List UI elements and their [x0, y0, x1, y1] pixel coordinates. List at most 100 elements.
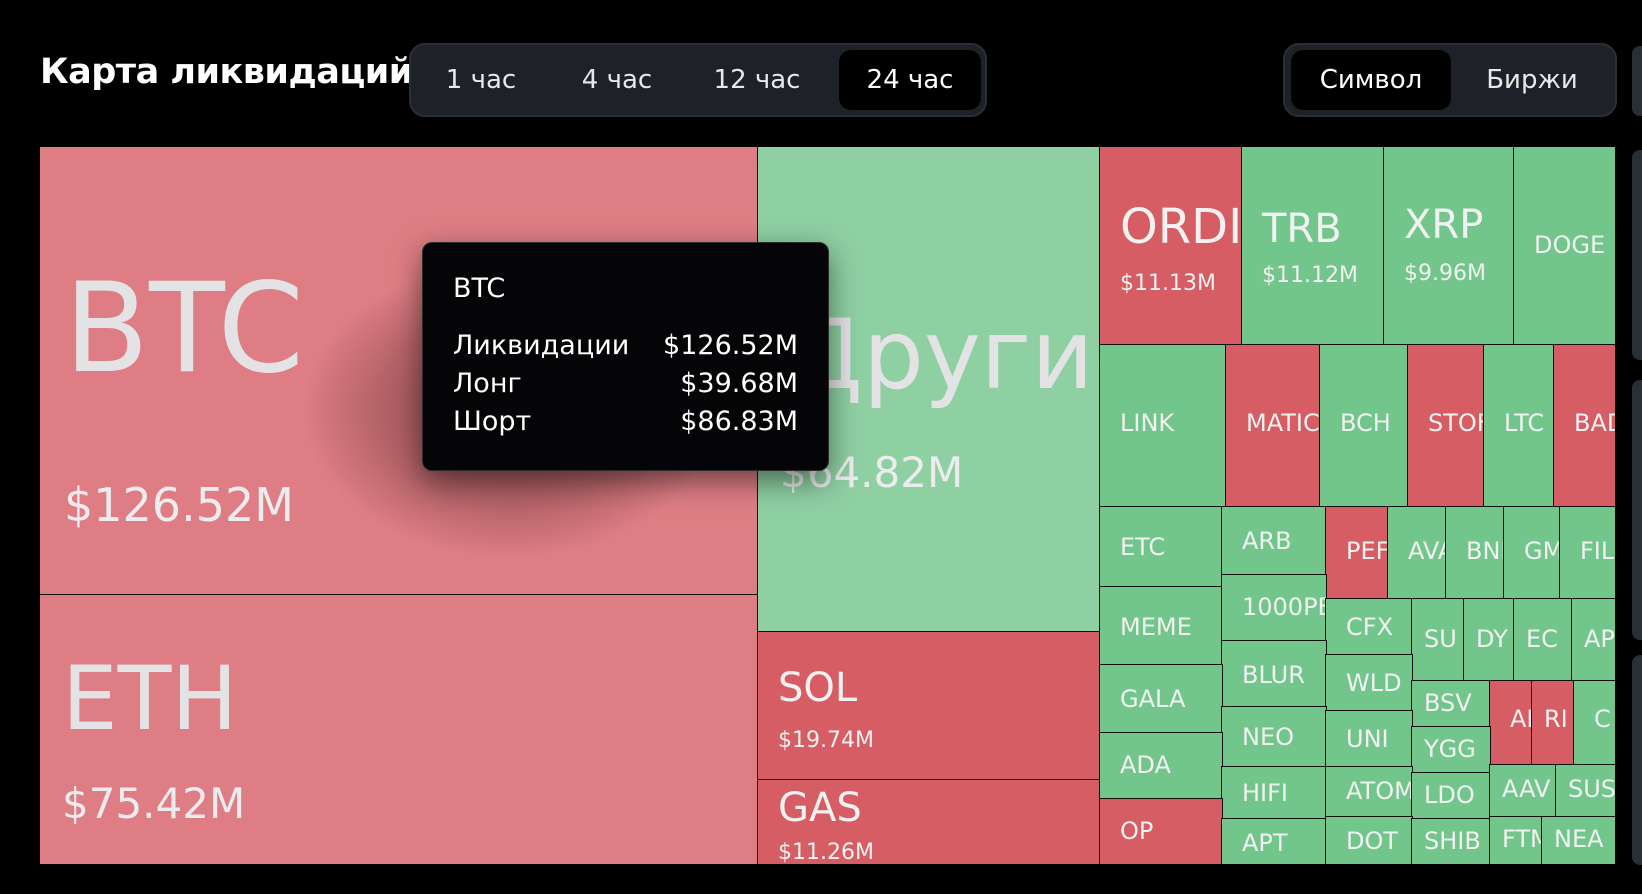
tile-symbol: TRB: [1262, 206, 1342, 252]
tile-symbol: AI: [1510, 705, 1532, 733]
treemap-tile-gas[interactable]: GAS $11.26M: [757, 779, 1101, 864]
liquidation-treemap: BTC$126.52METH$75.42MДругие$64.82MSOL$19…: [40, 147, 1615, 864]
page-title: Карта ликвидаций: [40, 52, 413, 92]
treemap-tile-link[interactable]: LINK: [1099, 344, 1227, 508]
treemap-tile-blur[interactable]: BLUR: [1221, 640, 1327, 708]
treemap-tile-pepe[interactable]: PEF: [1325, 506, 1389, 600]
treemap-tile-meme[interactable]: MEME: [1099, 586, 1223, 666]
tile-value: $9.96M: [1404, 261, 1486, 286]
tile-symbol: CFX: [1346, 613, 1394, 641]
group-by-exchange-button[interactable]: Биржи: [1486, 65, 1578, 95]
tile-symbol: ATOM: [1346, 777, 1412, 805]
tile-symbol: Другие: [788, 299, 1100, 411]
treemap-tile-etc[interactable]: ETC: [1099, 506, 1223, 588]
treemap-tile-atom[interactable]: ATOM: [1325, 766, 1413, 818]
treemap-tile-eos[interactable]: EC: [1513, 598, 1573, 682]
treemap-tile-1000pepe[interactable]: 1000PE: [1221, 574, 1327, 642]
timeframe-1h-button[interactable]: 1 час: [445, 65, 517, 95]
treemap-tile-trb[interactable]: TRB $11.12M: [1241, 147, 1385, 346]
edge-panel-fragment: [1632, 150, 1642, 360]
treemap-tile-ai[interactable]: AI: [1489, 680, 1533, 766]
tooltip: BTC Ликвидации $126.52M Лонг $39.68M Шор…: [422, 242, 829, 471]
edge-panel-fragment: [1632, 380, 1642, 640]
treemap-tile-dydx[interactable]: DY: [1463, 598, 1515, 682]
tile-symbol: DOGE: [1534, 231, 1606, 259]
tile-symbol: EC: [1526, 625, 1558, 653]
treemap-tile-matic[interactable]: MATIC: [1225, 344, 1321, 508]
timeframe-24h-button[interactable]: 24 час: [839, 50, 981, 110]
treemap-tile-op[interactable]: OP: [1099, 798, 1223, 864]
treemap-tile-hifi[interactable]: HIFI: [1221, 766, 1327, 820]
tile-symbol: WLD: [1346, 669, 1402, 697]
tooltip-row-long: Лонг $39.68M: [453, 368, 798, 406]
treemap-tile-avax[interactable]: AVA: [1387, 506, 1447, 600]
edge-panel-fragment: [1632, 655, 1642, 865]
treemap-tile-ldo[interactable]: LDO: [1411, 772, 1491, 820]
timeframe-4h-button[interactable]: 4 час: [581, 65, 653, 95]
tile-symbol: ARB: [1242, 527, 1292, 555]
treemap-tile-gmt[interactable]: GM: [1503, 506, 1561, 600]
treemap-tile-sui[interactable]: SU: [1411, 598, 1465, 682]
treemap-tile-near[interactable]: NEA: [1541, 816, 1615, 864]
tile-symbol: ORDI: [1120, 199, 1242, 255]
treemap-tile-shib[interactable]: SHIB: [1411, 818, 1491, 864]
tile-symbol: BNI: [1466, 537, 1504, 565]
treemap-tile-xrp[interactable]: XRP $9.96M: [1383, 147, 1515, 346]
treemap-tile-uni[interactable]: UNI: [1325, 710, 1413, 768]
tile-symbol: AAV: [1502, 775, 1551, 803]
tooltip-value: $86.83M: [680, 406, 798, 437]
tooltip-title: BTC: [453, 273, 506, 304]
tile-symbol: PEF: [1346, 537, 1388, 565]
treemap-tile-gala[interactable]: GALA: [1099, 664, 1223, 734]
treemap-tile-ftm[interactable]: FTM: [1489, 816, 1543, 864]
treemap-tile-doge[interactable]: DOGE: [1513, 147, 1615, 346]
tile-symbol: GM: [1524, 537, 1560, 565]
tile-symbol: DOT: [1346, 827, 1399, 855]
treemap-tile-bsv[interactable]: BSV: [1411, 680, 1491, 728]
treemap-tile-eth[interactable]: ETH $75.42M: [40, 594, 759, 864]
tile-symbol: UNI: [1346, 725, 1389, 753]
timeframe-selector: 1 час 4 час 12 час 24 час: [409, 43, 987, 117]
treemap-tile-sushi[interactable]: SUS: [1555, 764, 1615, 818]
tile-symbol: APT: [1242, 829, 1288, 857]
treemap-tile-bnb[interactable]: BNI: [1445, 506, 1505, 600]
tile-symbol: LTC: [1504, 409, 1545, 437]
treemap-tile-sol[interactable]: SOL $19.74M: [757, 631, 1101, 781]
tile-symbol: LINK: [1120, 409, 1175, 437]
treemap-tile-ape[interactable]: AP: [1571, 598, 1615, 682]
treemap-tile-aave[interactable]: AAV: [1489, 764, 1557, 818]
tile-symbol: NEA: [1554, 825, 1604, 853]
treemap-tile-ygg[interactable]: YGG: [1411, 726, 1491, 774]
tile-symbol: AVA: [1408, 537, 1446, 565]
timeframe-12h-button[interactable]: 12 час: [713, 65, 801, 95]
tile-value: $11.26M: [778, 840, 874, 864]
tile-value: $11.13M: [1120, 271, 1216, 296]
treemap-tile-wld[interactable]: WLD: [1325, 654, 1413, 712]
treemap-tile-arb[interactable]: ARB: [1221, 506, 1327, 576]
treemap-tile-rune[interactable]: RI: [1531, 680, 1575, 766]
treemap-tile-storj[interactable]: STOF: [1407, 344, 1485, 508]
tile-symbol: MATIC: [1246, 409, 1320, 437]
tile-symbol: GALA: [1120, 685, 1186, 713]
group-by-symbol-button[interactable]: Символ: [1291, 50, 1451, 110]
tile-symbol: BAD: [1574, 409, 1615, 437]
treemap-tile-ada[interactable]: ADA: [1099, 732, 1223, 800]
treemap-tile-neo[interactable]: NEO: [1221, 706, 1327, 768]
treemap-tile-badger[interactable]: BAD: [1553, 344, 1615, 508]
treemap-tile-cfx[interactable]: CFX: [1325, 598, 1413, 656]
tile-symbol: 1000PE: [1242, 593, 1326, 621]
tile-symbol: LDO: [1424, 781, 1475, 809]
tile-symbol: DY: [1476, 625, 1508, 653]
treemap-tile-ordi[interactable]: ORDI $11.13M: [1099, 147, 1243, 346]
treemap-tile-dot[interactable]: DOT: [1325, 816, 1413, 864]
tile-symbol: GAS: [778, 785, 862, 831]
treemap-tile-apt[interactable]: APT: [1221, 818, 1327, 864]
treemap-tile-bch[interactable]: BCH: [1319, 344, 1409, 508]
treemap-tile-c[interactable]: C: [1573, 680, 1615, 766]
treemap-tile-fil[interactable]: FIL: [1559, 506, 1615, 600]
tile-symbol: BCH: [1340, 409, 1391, 437]
tooltip-value: $126.52M: [663, 330, 798, 361]
treemap-tile-ltc[interactable]: LTC: [1483, 344, 1555, 508]
tile-symbol: SHIB: [1424, 827, 1481, 855]
tile-symbol: ADA: [1120, 751, 1171, 779]
